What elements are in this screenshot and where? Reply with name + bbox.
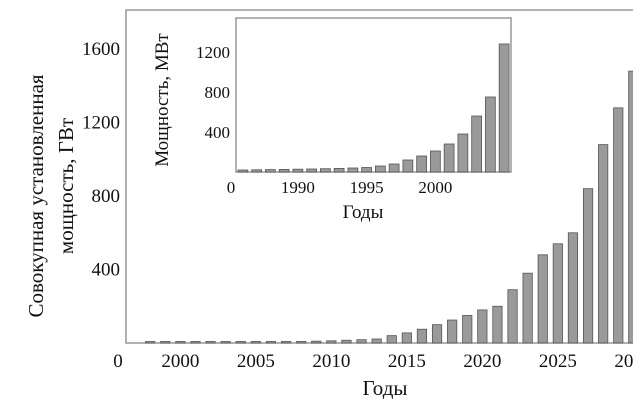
main-y-ticks: 400 800 1200 1600 <box>82 39 120 280</box>
main-bar <box>386 335 397 344</box>
main-x-tick-label: 2020 <box>463 351 501 372</box>
inset-x-tick-label: 2000 <box>418 178 452 197</box>
main-y-tick-label: 1200 <box>82 113 120 134</box>
main-bar <box>341 339 352 344</box>
inset-bar <box>347 167 359 173</box>
main-bar <box>447 319 458 344</box>
main-bar <box>537 254 548 344</box>
inset-y-tick-label: 1200 <box>196 43 230 62</box>
main-x-tick-label: 2030 <box>614 351 633 372</box>
inset-bar <box>237 169 249 173</box>
inset-bar <box>292 168 304 173</box>
main-bar <box>205 341 216 344</box>
inset-background <box>236 18 511 214</box>
main-bar <box>477 309 488 344</box>
main-bar <box>235 341 246 344</box>
main-bar <box>401 332 412 344</box>
inset-y-label: Мощность, МВт <box>152 33 173 167</box>
inset-bar <box>430 150 441 173</box>
main-bar <box>507 289 518 344</box>
inset-x-tick-label: 1995 <box>350 178 384 197</box>
inset-bar <box>251 169 262 173</box>
inset-bars <box>237 43 510 173</box>
inset-bar <box>402 159 414 173</box>
main-x-label: Годы <box>363 376 408 400</box>
main-x-tick-label: 2015 <box>388 351 426 372</box>
inset-y-ticks: 400 800 1200 <box>196 43 230 142</box>
main-bar <box>613 107 624 344</box>
main-bar <box>160 341 171 344</box>
main-bar <box>296 341 307 344</box>
main-x-tick-label: 0 <box>113 351 123 372</box>
main-bar <box>582 188 594 344</box>
main-bar <box>598 144 609 344</box>
inset-y-tick-label: 400 <box>205 123 231 142</box>
main-bar <box>567 232 579 344</box>
main-y-tick-label: 800 <box>92 186 121 207</box>
main-bar <box>371 338 382 344</box>
inset-y-tick-label: 800 <box>205 83 231 102</box>
main-bar <box>190 341 201 344</box>
main-bar <box>356 339 367 344</box>
main-bar <box>175 341 186 344</box>
main-y-label-line1: Совокупная установленная <box>24 74 48 317</box>
main-x-tick-label: 2010 <box>312 351 350 372</box>
main-x-tick-label: 2005 <box>237 351 275 372</box>
inset-bar <box>471 115 482 173</box>
main-bar <box>311 340 322 344</box>
inset-bar <box>416 155 427 173</box>
main-x-tick-label: 2000 <box>161 351 199 372</box>
main-y-tick-label: 1600 <box>82 39 120 60</box>
inset-x-tick-label: 0 <box>227 178 236 197</box>
inset-bar <box>320 168 331 173</box>
main-bar <box>250 341 261 344</box>
main-bar <box>552 243 563 344</box>
inset-bar <box>457 133 469 173</box>
inset-x-ticks: 0 1990 1995 2000 <box>227 178 453 197</box>
inset-bar <box>333 167 345 173</box>
main-bar <box>628 70 633 344</box>
inset-bar <box>375 165 386 173</box>
main-bar <box>145 341 156 344</box>
main-bar <box>280 341 292 344</box>
main-bars <box>145 70 633 344</box>
main-x-tick-label: 2025 <box>539 351 577 372</box>
inset-plot-frame <box>235 17 512 173</box>
inset-bar <box>388 163 400 173</box>
main-bar <box>431 324 443 344</box>
inset-bar <box>278 168 290 173</box>
main-y-label-line2: мощность, ГВт <box>54 118 78 254</box>
inset-bar <box>361 167 372 173</box>
main-bar <box>462 315 473 344</box>
main-bar <box>265 341 277 344</box>
inset-bar <box>265 169 276 173</box>
main-bar <box>492 305 503 344</box>
inset-bar <box>485 96 496 173</box>
inset-bar <box>498 43 510 173</box>
inset-bar <box>443 143 455 173</box>
main-y-tick-label: 400 <box>92 260 121 281</box>
main-bar <box>220 341 231 344</box>
main-bar <box>416 328 428 344</box>
inset-bar <box>306 168 317 173</box>
inset-x-tick-label: 1990 <box>281 178 315 197</box>
main-bar <box>522 272 533 344</box>
main-x-ticks: 0 2000 2005 2010 2015 2020 2025 2030 <box>113 351 633 372</box>
inset-x-label: Годы <box>343 202 384 223</box>
main-bar <box>326 340 337 344</box>
